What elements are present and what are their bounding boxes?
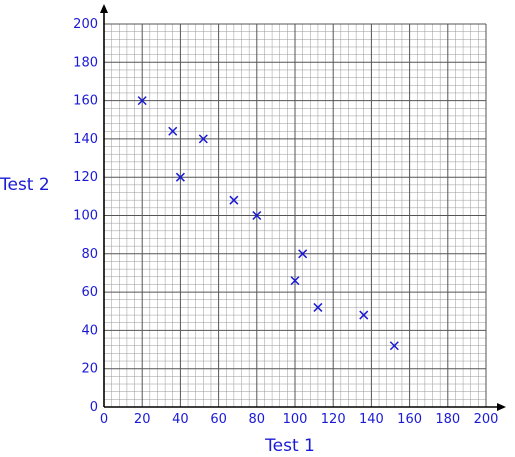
y-tick-label: 80 xyxy=(81,247,98,262)
y-tick-label: 20 xyxy=(81,362,98,377)
tick-labels: 0 20 40 60 80 100 120 140 160 180 200 0 20 40 60 80 100 1… xyxy=(73,17,498,427)
data-point xyxy=(175,172,185,182)
x-axis-label: Test 1 xyxy=(264,436,315,456)
data-point xyxy=(290,276,300,286)
y-tick-label: 200 xyxy=(73,17,98,32)
data-point-stroke xyxy=(298,249,308,259)
data-point-stroke xyxy=(313,302,323,312)
data-point-stroke xyxy=(252,210,262,221)
y-tick-label: 120 xyxy=(73,170,98,185)
y-tick-label: 100 xyxy=(73,209,98,224)
data-point-stroke xyxy=(359,310,369,320)
x-tick-label: 140 xyxy=(359,412,384,427)
data-points xyxy=(137,96,399,351)
data-point xyxy=(389,341,399,351)
x-tick-label: 100 xyxy=(283,412,308,427)
data-point xyxy=(229,195,239,205)
y-axis-label: Test 2 xyxy=(0,175,50,195)
x-tick-label: 60 xyxy=(210,412,227,427)
y-tick-label: 40 xyxy=(81,323,98,338)
data-point-stroke xyxy=(137,96,147,106)
x-tick-label: 0 xyxy=(100,412,108,427)
data-point-stroke xyxy=(168,126,178,136)
x-tick-label: 80 xyxy=(249,412,266,427)
data-point xyxy=(313,302,323,312)
data-point-stroke xyxy=(290,276,300,286)
data-point xyxy=(168,126,178,136)
x-tick-label: 160 xyxy=(397,412,422,427)
data-point xyxy=(359,310,369,320)
data-point-stroke xyxy=(175,172,185,182)
y-tick-label: 180 xyxy=(73,55,98,70)
x-tick-label: 200 xyxy=(474,412,499,427)
x-tick-label: 180 xyxy=(435,412,460,427)
data-point-stroke xyxy=(389,341,399,351)
data-point xyxy=(252,210,262,221)
x-axis-arrow xyxy=(497,403,506,411)
x-tick-label: 120 xyxy=(321,412,346,427)
data-point xyxy=(298,249,308,259)
axes xyxy=(100,4,506,411)
y-tick-label: 60 xyxy=(81,285,98,300)
major-gridlines xyxy=(103,23,487,408)
data-point xyxy=(137,96,147,106)
y-tick-label: 0 xyxy=(90,400,98,415)
data-point xyxy=(198,134,208,144)
y-tick-label: 160 xyxy=(73,94,98,109)
data-point-stroke xyxy=(198,134,208,144)
data-point-stroke xyxy=(229,195,239,205)
x-tick-label: 20 xyxy=(134,412,151,427)
x-tick-label: 40 xyxy=(172,412,189,427)
y-axis-arrow xyxy=(100,4,108,13)
y-tick-label: 140 xyxy=(73,132,98,147)
